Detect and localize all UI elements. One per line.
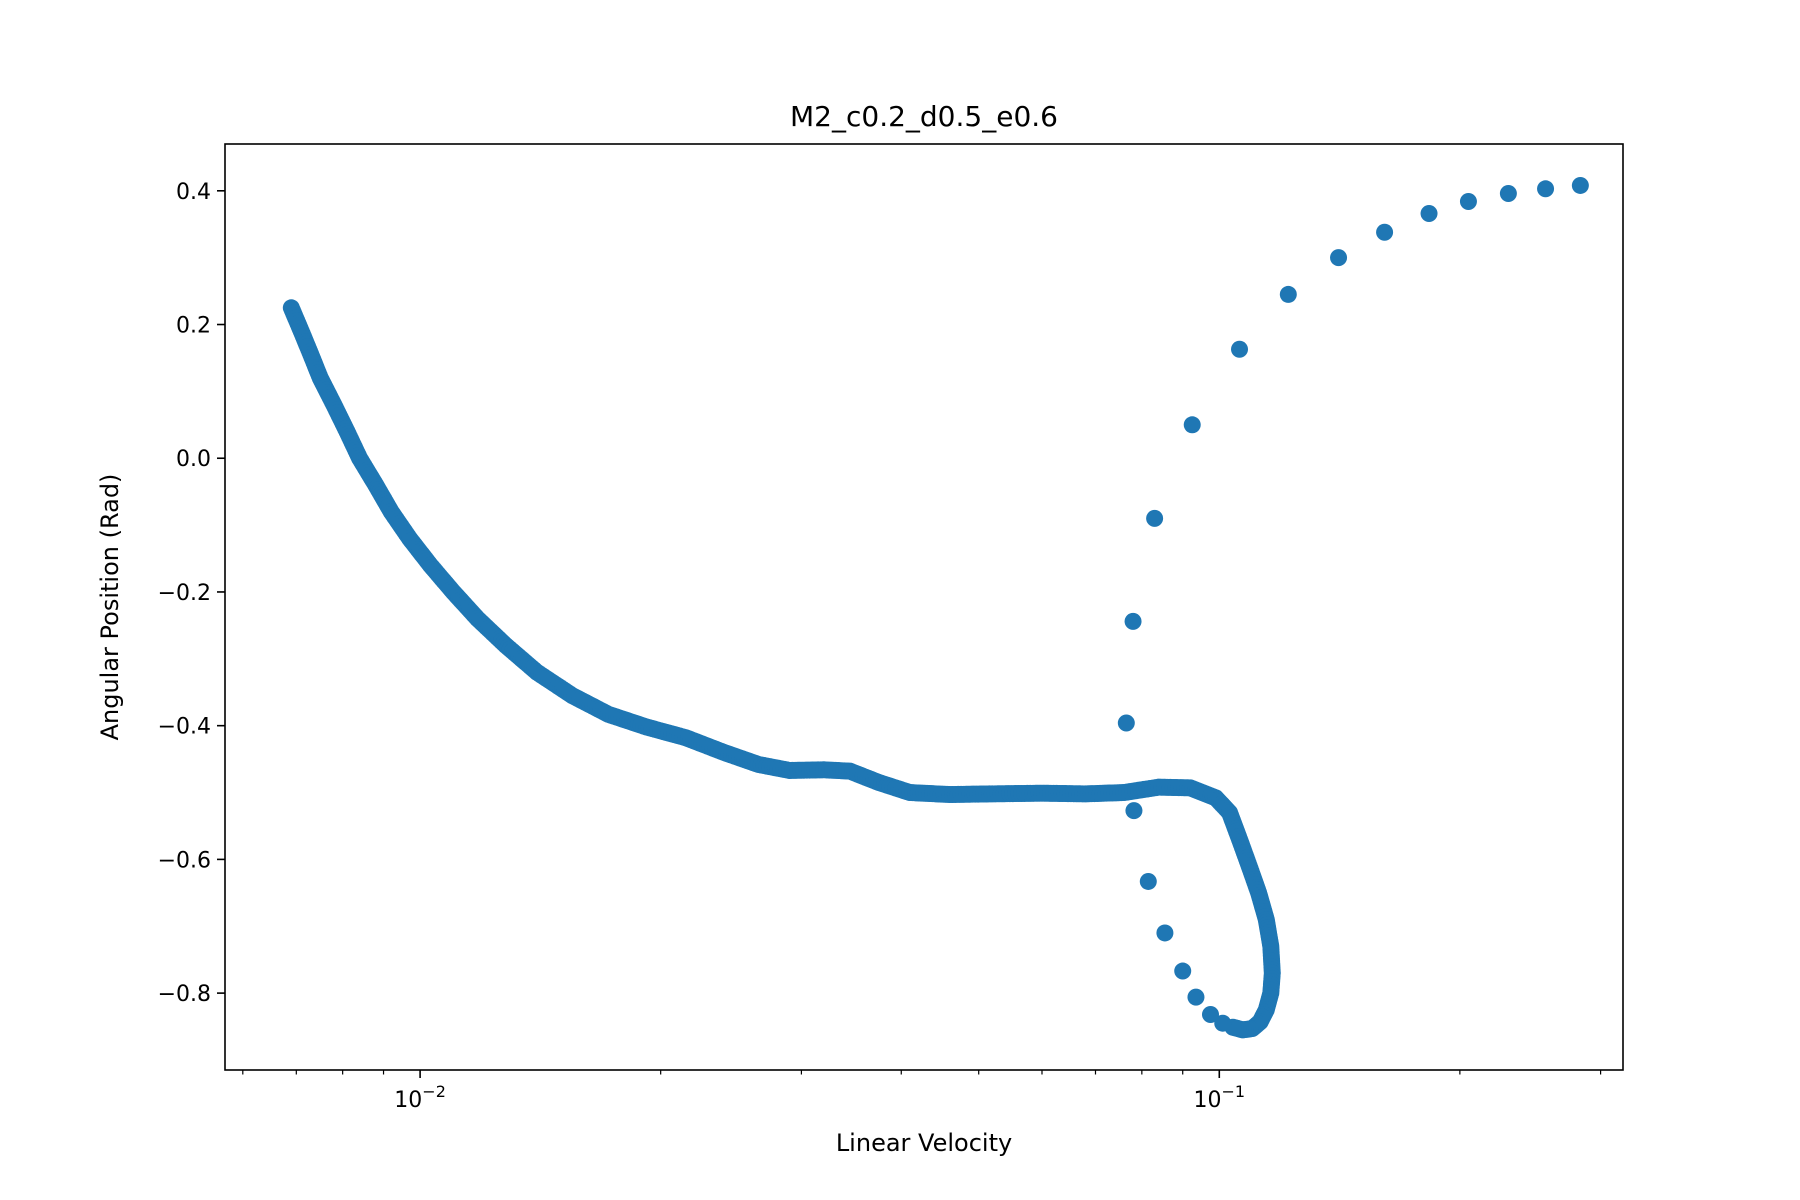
data-point: [1231, 340, 1249, 358]
x-axis-label: Linear Velocity: [836, 1129, 1012, 1157]
data-point: [1279, 285, 1297, 303]
data-point: [1174, 962, 1192, 980]
y-tick-label: −0.2: [158, 581, 211, 606]
data-point: [1187, 988, 1205, 1006]
data-point: [1330, 249, 1348, 267]
data-point: [1499, 184, 1517, 202]
data-point: [1124, 612, 1142, 630]
data-point: [1156, 924, 1174, 942]
x-axis: 10−2 10−1: [242, 1070, 1602, 1113]
y-tick-label: 0.2: [176, 314, 211, 339]
plot-frame: [224, 143, 1624, 1071]
data-point: [1571, 176, 1589, 194]
data-point: [1420, 205, 1438, 223]
data-point: [1125, 802, 1143, 820]
data-point: [1146, 509, 1164, 527]
data-point: [1214, 1014, 1232, 1032]
data-point: [1376, 223, 1394, 241]
x-tick-label: 10−1: [1193, 1082, 1245, 1113]
y-tick-label: −0.4: [158, 715, 211, 740]
y-tick-label: 0.4: [176, 180, 211, 205]
data-point: [1202, 1006, 1220, 1024]
x-tick-label: 10−2: [394, 1082, 446, 1113]
y-tick-label: 0.0: [176, 447, 211, 472]
data-point: [1117, 714, 1135, 732]
y-tick-label: −0.6: [158, 848, 211, 873]
data-point: [1183, 416, 1201, 434]
data-point: [1459, 192, 1477, 210]
chart-title: M2_c0.2_d0.5_e0.6: [790, 100, 1058, 133]
data-point: [1139, 872, 1157, 890]
data-point: [1537, 180, 1555, 198]
y-axis: 0.4 0.2 0.0 −0.2 −0.4 −0.6 −0.8: [158, 180, 225, 1007]
scatter-marks: [282, 176, 1589, 1039]
y-axis-label: Angular Position (Rad): [96, 474, 124, 741]
y-tick-label: −0.8: [158, 982, 211, 1007]
